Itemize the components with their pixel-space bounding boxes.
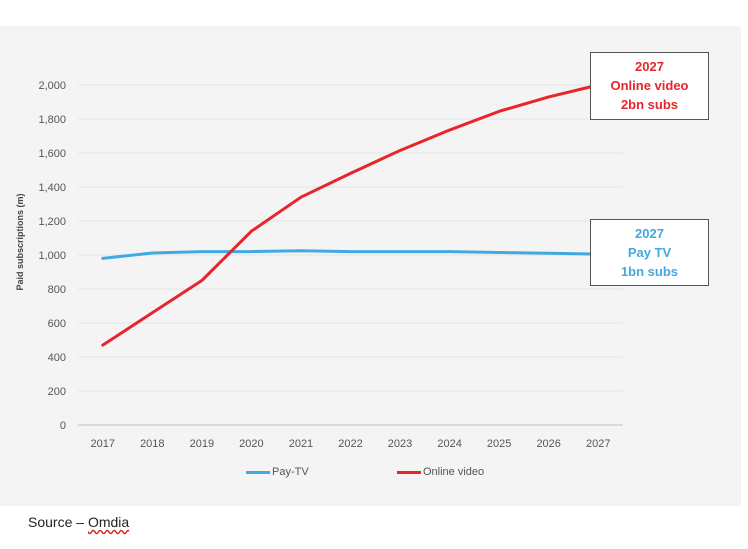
y-tick-label: 1,200 xyxy=(38,216,66,228)
paytv-callout-year: 2027 xyxy=(635,226,664,241)
x-axis-ticks: 2017 2018 2019 2020 2021 2022 2023 2024 2025 2026… xyxy=(91,438,611,450)
source-note: Source – Omdia xyxy=(28,514,129,530)
y-tick-label: 1,600 xyxy=(38,148,66,160)
y-tick-label: 1,800 xyxy=(38,114,66,126)
gridlines xyxy=(78,84,623,426)
x-tick-label: 2019 xyxy=(190,438,214,450)
y-tick-label: 400 xyxy=(48,352,66,364)
y-tick-label: 200 xyxy=(48,386,66,398)
x-tick-label: 2027 xyxy=(586,438,610,450)
legend-swatch-online-video xyxy=(397,470,421,474)
series-lines xyxy=(101,83,600,347)
source-prefix: Source – xyxy=(28,514,88,530)
series-line-pay-tv xyxy=(101,249,600,260)
y-tick-label: 0 xyxy=(60,420,66,432)
legend-label-online-video: Online video xyxy=(423,466,485,478)
x-tick-label: 2024 xyxy=(437,438,461,450)
y-tick-label: 800 xyxy=(48,284,66,296)
online-video-callout: 2027 Online video 2bn subs xyxy=(590,52,709,120)
x-tick-label: 2017 xyxy=(91,438,115,450)
y-tick-label: 1,000 xyxy=(38,250,66,262)
x-tick-label: 2022 xyxy=(338,438,362,450)
online-callout-year: 2027 xyxy=(635,59,664,74)
paytv-callout-title: Pay TV xyxy=(627,245,672,260)
legend-label-pay-tv: Pay-TV xyxy=(272,466,309,478)
source-brand: Omdia xyxy=(87,514,130,530)
online-callout-title: Online video xyxy=(610,78,689,93)
x-tick-label: 2025 xyxy=(487,438,511,450)
series-line-online-video xyxy=(101,83,600,347)
x-tick-label: 2026 xyxy=(536,438,560,450)
x-tick-label: 2021 xyxy=(289,438,313,450)
legend-swatch-pay-tv xyxy=(246,470,270,474)
pay-tv-callout: 2027 Pay TV 1bn subs xyxy=(590,219,709,286)
legend-item-online-video: Online video xyxy=(397,466,484,478)
x-tick-label: 2018 xyxy=(140,438,164,450)
x-tick-label: 2023 xyxy=(388,438,412,450)
legend-item-pay-tv: Pay-TV xyxy=(246,466,309,478)
paytv-callout-value: 1bn subs xyxy=(620,264,679,279)
chart-legend: Pay-TV Online video xyxy=(0,466,741,482)
y-tick-label: 2,000 xyxy=(38,80,66,92)
y-axis-ticks: 0 200 400 600 800 1,000 1,200 1,400 1,600 1,800 2,… xyxy=(38,80,66,432)
y-tick-label: 1,400 xyxy=(38,182,66,194)
y-axis-label: Paid subscriptions (m) xyxy=(15,193,25,290)
y-tick-label: 600 xyxy=(48,318,66,330)
online-callout-value: 2bn subs xyxy=(620,97,679,112)
x-tick-label: 2020 xyxy=(239,438,263,450)
